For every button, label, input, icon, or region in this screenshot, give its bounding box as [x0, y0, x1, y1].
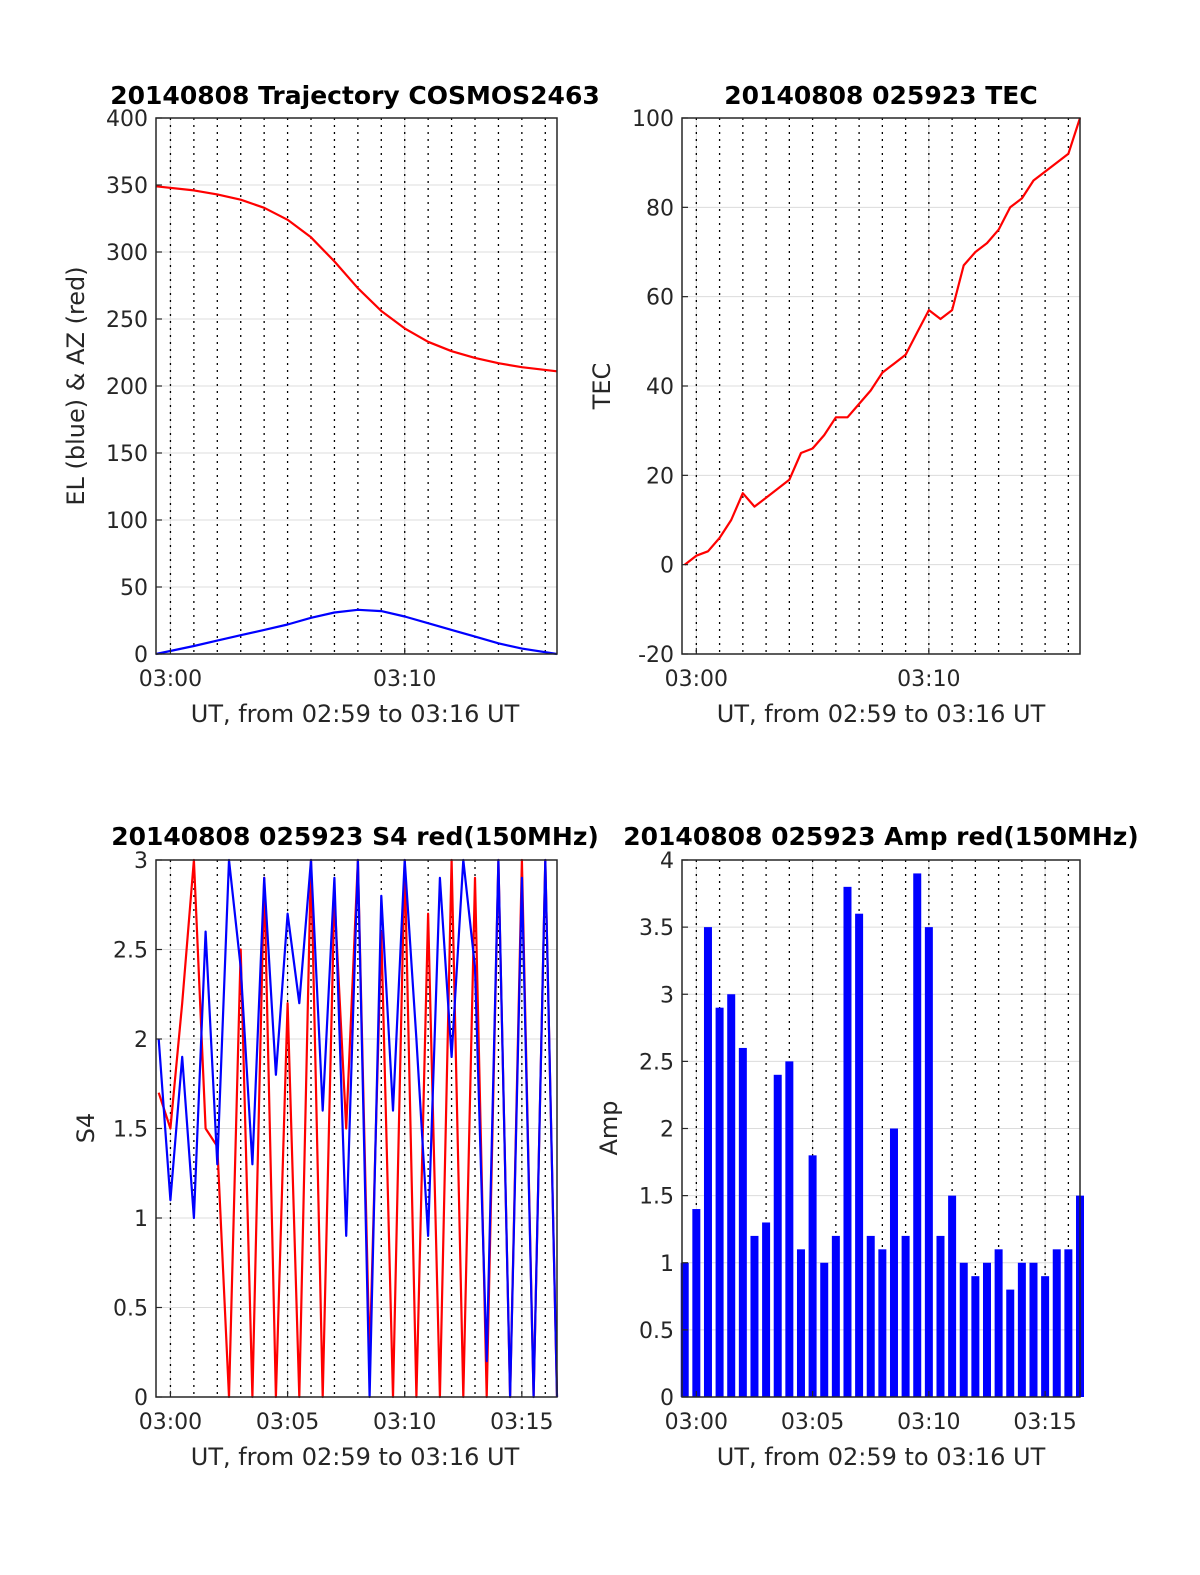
amp-bar — [855, 913, 864, 1397]
amp-bar — [913, 873, 922, 1397]
amp-bar — [785, 1061, 794, 1397]
trajectory-xlabel: UT, from 02:59 to 03:16 UT — [191, 700, 520, 728]
y-tick-label: 2 — [660, 1118, 674, 1143]
x-tick-label: 03:00 — [665, 1410, 728, 1435]
y-tick-label: 300 — [106, 241, 148, 266]
amp-bar — [796, 1249, 805, 1397]
y-tick-label: 200 — [106, 375, 148, 400]
y-tick-label: 3.5 — [639, 916, 674, 941]
tec-xlabel: UT, from 02:59 to 03:16 UT — [717, 700, 1046, 728]
amp-bar — [750, 1235, 759, 1397]
amp-bar — [773, 1074, 782, 1397]
amp-xlabel: UT, from 02:59 to 03:16 UT — [717, 1443, 1046, 1471]
amp-bar — [1006, 1289, 1015, 1397]
y-tick-label: 350 — [106, 174, 148, 199]
x-tick-label: 03:10 — [897, 667, 960, 692]
y-tick-label: 150 — [106, 442, 148, 467]
s4-ylabel: S4 — [72, 1113, 100, 1144]
x-tick-label: 03:00 — [139, 1410, 202, 1435]
amp-bar — [738, 1047, 747, 1397]
y-tick-label: 100 — [106, 509, 148, 534]
amp-bar — [936, 1235, 945, 1397]
amp-bar — [1041, 1276, 1050, 1397]
y-tick-label: 50 — [120, 576, 148, 601]
x-tick-label: 03:10 — [373, 667, 436, 692]
amp-title: 20140808 025923 Amp red(150MHz) — [623, 822, 1139, 851]
x-tick-label: 03:15 — [1013, 1410, 1076, 1435]
y-tick-label: 2.5 — [113, 939, 148, 964]
y-tick-label: 1.5 — [639, 1185, 674, 1210]
amp-bar — [808, 1155, 817, 1397]
amp-bar — [831, 1235, 840, 1397]
y-tick-label: 0 — [134, 1386, 148, 1411]
s4-plot: 20140808 025923 S4 red(150MHz) UT, from … — [72, 822, 599, 1471]
s4-title: 20140808 025923 S4 red(150MHz) — [111, 822, 599, 851]
y-tick-label: -20 — [638, 643, 674, 668]
trajectory-plot: 20140808 Trajectory COSMOS2463 UT, from … — [62, 81, 600, 728]
amp-plot: 20140808 025923 Amp red(150MHz) UT, from… — [595, 822, 1139, 1471]
y-tick-label: 40 — [646, 375, 674, 400]
y-tick-label: 0.5 — [113, 1297, 148, 1322]
y-tick-label: 1 — [134, 1207, 148, 1232]
x-tick-label: 03:10 — [373, 1410, 436, 1435]
amp-bar — [820, 1262, 829, 1397]
amp-bar — [948, 1195, 957, 1397]
y-tick-label: 100 — [632, 107, 674, 132]
amp-bar — [762, 1222, 771, 1397]
y-tick-label: 400 — [106, 107, 148, 132]
y-tick-label: 20 — [646, 464, 674, 489]
amp-bar — [924, 927, 933, 1397]
blue-series-line — [155, 608, 558, 656]
y-tick-label: 250 — [106, 308, 148, 333]
tec-plot: 20140808 025923 TEC UT, from 02:59 to 03… — [588, 81, 1082, 728]
amp-bar — [994, 1249, 1003, 1397]
amp-bar — [889, 1128, 898, 1397]
trajectory-ylabel: EL (blue) & AZ (red) — [62, 266, 90, 505]
amp-bar — [971, 1276, 980, 1397]
amp-bar — [715, 1007, 724, 1397]
x-tick-label: 03:00 — [139, 667, 202, 692]
y-tick-label: 0 — [660, 1386, 674, 1411]
amp-bar — [866, 1235, 875, 1397]
amp-bar — [1029, 1262, 1038, 1397]
y-tick-label: 0.5 — [639, 1319, 674, 1344]
amp-bar — [1052, 1249, 1061, 1397]
y-tick-label: 1.5 — [113, 1118, 148, 1143]
x-tick-label: 03:10 — [897, 1410, 960, 1435]
y-tick-label: 0 — [660, 554, 674, 579]
x-tick-label: 03:05 — [781, 1410, 844, 1435]
red-series-line — [155, 185, 558, 373]
amp-bar — [878, 1249, 887, 1397]
tec-title: 20140808 025923 TEC — [724, 81, 1037, 110]
amp-bar — [901, 1235, 910, 1397]
amp-bar — [959, 1262, 968, 1397]
y-tick-label: 2 — [134, 1028, 148, 1053]
amp-bar — [1064, 1249, 1073, 1397]
x-tick-label: 03:15 — [490, 1410, 553, 1435]
y-tick-label: 2.5 — [639, 1050, 674, 1075]
s4-xlabel: UT, from 02:59 to 03:16 UT — [191, 1443, 520, 1471]
amp-bar — [692, 1209, 701, 1397]
amp-bar — [843, 886, 852, 1397]
amp-bar — [982, 1262, 991, 1397]
y-tick-label: 0 — [134, 643, 148, 668]
x-tick-label: 03:05 — [256, 1410, 319, 1435]
amp-bar — [1017, 1262, 1026, 1397]
y-tick-label: 3 — [134, 849, 148, 874]
x-tick-label: 03:00 — [665, 667, 728, 692]
amp-bar — [727, 994, 736, 1397]
amp-bar — [703, 927, 712, 1397]
y-tick-label: 1 — [660, 1252, 674, 1277]
amp-ylabel: Amp — [595, 1100, 623, 1155]
red-series-line — [684, 117, 1082, 566]
y-tick-label: 3 — [660, 983, 674, 1008]
y-tick-label: 80 — [646, 196, 674, 221]
y-tick-label: 4 — [660, 849, 674, 874]
tec-ylabel: TEC — [588, 363, 616, 411]
y-tick-label: 60 — [646, 286, 674, 311]
trajectory-title: 20140808 Trajectory COSMOS2463 — [110, 81, 600, 110]
